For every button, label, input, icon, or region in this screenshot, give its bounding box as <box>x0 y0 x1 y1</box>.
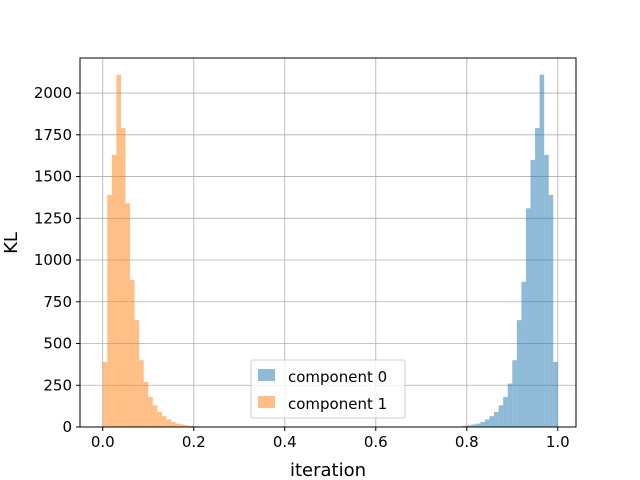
bar-component-0 <box>512 360 517 427</box>
bar-component-0 <box>466 425 472 427</box>
bar-component-1 <box>166 419 172 427</box>
bar-component-0 <box>494 411 499 427</box>
bar-component-1 <box>116 74 121 427</box>
y-tick-label: 1000 <box>34 251 72 269</box>
bar-component-0 <box>539 74 545 427</box>
x-tick-label: 0.6 <box>364 433 388 451</box>
bar-component-0 <box>548 194 554 427</box>
x-tick-label: 1.0 <box>546 433 570 451</box>
bar-component-1 <box>120 128 126 427</box>
y-tick-label: 1750 <box>34 126 72 144</box>
bar-component-0 <box>521 281 526 427</box>
x-tick-label: 0.4 <box>273 433 297 451</box>
bar-component-1 <box>171 421 176 427</box>
y-tick-label: 1500 <box>34 168 72 186</box>
x-tick-label: 0.2 <box>182 433 206 451</box>
bar-component-1 <box>189 425 194 427</box>
bar-component-0 <box>484 419 490 427</box>
bar-component-0 <box>530 159 536 427</box>
legend-label-component-0: component 0 <box>288 368 387 386</box>
legend-label-component-1: component 1 <box>288 395 387 413</box>
bar-component-1 <box>184 425 190 427</box>
bar-component-1 <box>148 396 153 427</box>
bar-component-1 <box>107 194 112 427</box>
bar-component-1 <box>161 416 167 427</box>
y-axis-label: KL <box>1 232 22 254</box>
y-tick-label: 0 <box>62 418 72 436</box>
bar-component-0 <box>525 208 531 427</box>
bar-component-0 <box>489 416 495 427</box>
bar-component-1 <box>152 405 158 427</box>
legend-box <box>250 359 406 419</box>
x-tick-label: 0.8 <box>455 433 479 451</box>
x-tick-label: 0.0 <box>91 433 115 451</box>
bar-component-0 <box>480 421 485 427</box>
legend: component 0 component 1 <box>250 359 406 419</box>
y-tick-label: 750 <box>43 293 72 311</box>
bar-component-1 <box>125 203 131 427</box>
bar-component-1 <box>134 320 140 427</box>
bar-component-0 <box>462 425 467 427</box>
bar-component-1 <box>175 423 181 427</box>
bar-component-1 <box>130 280 135 427</box>
bar-component-1 <box>157 411 162 427</box>
bar-component-0 <box>475 423 481 427</box>
bar-component-1 <box>102 361 108 427</box>
ticks: 0.0 0.2 0.4 0.6 0.8 1.0 0 250 500 750 1000 1250 1500… <box>34 84 570 451</box>
y-tick-label: 2000 <box>34 84 72 102</box>
bar-component-0 <box>498 405 504 427</box>
bar-component-1 <box>111 154 117 428</box>
legend-swatch-component-1 <box>258 396 275 408</box>
bar-component-1 <box>139 360 144 427</box>
y-tick-label: 500 <box>43 335 72 353</box>
bar-component-0 <box>507 383 513 427</box>
legend-swatch-component-0 <box>258 369 275 381</box>
bar-component-0 <box>544 154 549 428</box>
bar-component-1 <box>180 424 185 427</box>
y-tick-label: 250 <box>43 376 72 394</box>
y-tick-label: 1250 <box>34 209 72 227</box>
bars <box>102 74 558 428</box>
grid <box>80 58 576 428</box>
bar-component-0 <box>471 424 476 427</box>
bar-component-0 <box>553 361 558 427</box>
bar-component-0 <box>503 396 508 427</box>
bar-component-0 <box>516 320 522 427</box>
bar-component-0 <box>535 128 540 427</box>
plot-frame <box>79 57 577 428</box>
x-axis-label: iteration <box>290 460 366 480</box>
bar-component-1 <box>143 381 149 427</box>
